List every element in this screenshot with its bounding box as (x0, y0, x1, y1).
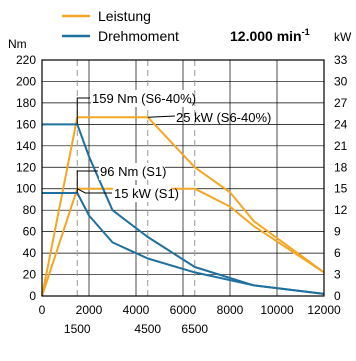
annotation-159nm: 159 Nm (S6-40%) (92, 91, 196, 106)
annotation-leader-25kw (147, 115, 176, 118)
y-left-tick-label: 140 (16, 139, 36, 153)
x-extra-tick-label: 1500 (64, 322, 91, 336)
y-left-tick-label: 60 (23, 225, 37, 239)
annotation-25kw: 25 kW (S6-40%) (176, 110, 271, 125)
legend-label-leistung: Leistung (98, 8, 151, 24)
y-left-tick-label: 200 (16, 74, 36, 88)
legend-label-drehmoment: Drehmoment (98, 28, 179, 44)
y-left-tick-label: 40 (23, 246, 37, 260)
y-right-tick-label: 30 (334, 74, 348, 88)
y-left-tick-label: 180 (16, 96, 36, 110)
y-left-tick-label: 20 (23, 268, 37, 282)
y-right-tick-label: 9 (334, 225, 341, 239)
y-right-tick-label: 6 (334, 246, 341, 260)
plot-frame (41, 59, 325, 297)
y-right-tick-label: 27 (334, 96, 348, 110)
series-line-drehmoment-s1 (42, 192, 325, 295)
x-tick-label: 12000 (307, 303, 341, 317)
annotation-96nm: 96 Nm (S1) (100, 164, 166, 179)
x-extra-tick-label: 6500 (181, 322, 208, 336)
annotation-15kw: 15 kW (S1) (114, 186, 179, 201)
series-line-leistung-s1 (41, 187, 325, 297)
y-left-tick-label: 220 (16, 53, 36, 67)
y-right-tick-label: 12 (334, 203, 348, 217)
y-left-tick-label: 80 (23, 203, 37, 217)
chart-title-superscript: -1 (302, 27, 310, 37)
annotation-leader-159nm (76, 97, 90, 125)
x-tick-label: 2000 (76, 303, 103, 317)
annotation-leader-96nm (76, 170, 98, 194)
x-extra-tick-label: 4500 (134, 322, 161, 336)
y-left-tick-label: 160 (16, 117, 36, 131)
annotation-leader-15kw (77, 188, 112, 194)
y-left-tick-label: 100 (16, 182, 36, 196)
annotation-bg-159nm (91, 90, 189, 107)
y-right-axis-label: kW (334, 30, 352, 44)
y-left-tick-label: 0 (29, 289, 36, 303)
x-tick-label: 4000 (123, 303, 150, 317)
annotation-bg-15kw (113, 185, 171, 202)
chart-title-text: 12.000 min (230, 28, 302, 44)
y-left-axis-label: Nm (8, 37, 27, 51)
plot-border (41, 59, 325, 297)
y-right-tick-label: 33 (334, 53, 348, 67)
y-left-tick-label: 120 (16, 160, 36, 174)
x-tick-label: 10000 (260, 303, 294, 317)
y-right-tick-label: 0 (334, 289, 341, 303)
series-group (41, 116, 325, 297)
x-tick-label: 0 (39, 303, 46, 317)
chart-title: 12.000 min-1 (230, 27, 310, 44)
y-right-tick-label: 24 (334, 117, 348, 131)
annotation-bg-96nm (99, 163, 165, 180)
x-tick-label: 8000 (217, 303, 244, 317)
y-right-tick-label: 18 (334, 160, 348, 174)
y-right-tick-label: 21 (334, 139, 348, 153)
y-right-tick-label: 3 (334, 268, 341, 282)
x-tick-label: 6000 (170, 303, 197, 317)
y-right-tick-label: 15 (334, 182, 348, 196)
annotations: 159 Nm (S6-40%) 25 kW (S6-40%) 96 Nm (S1) 1… (76, 90, 271, 202)
